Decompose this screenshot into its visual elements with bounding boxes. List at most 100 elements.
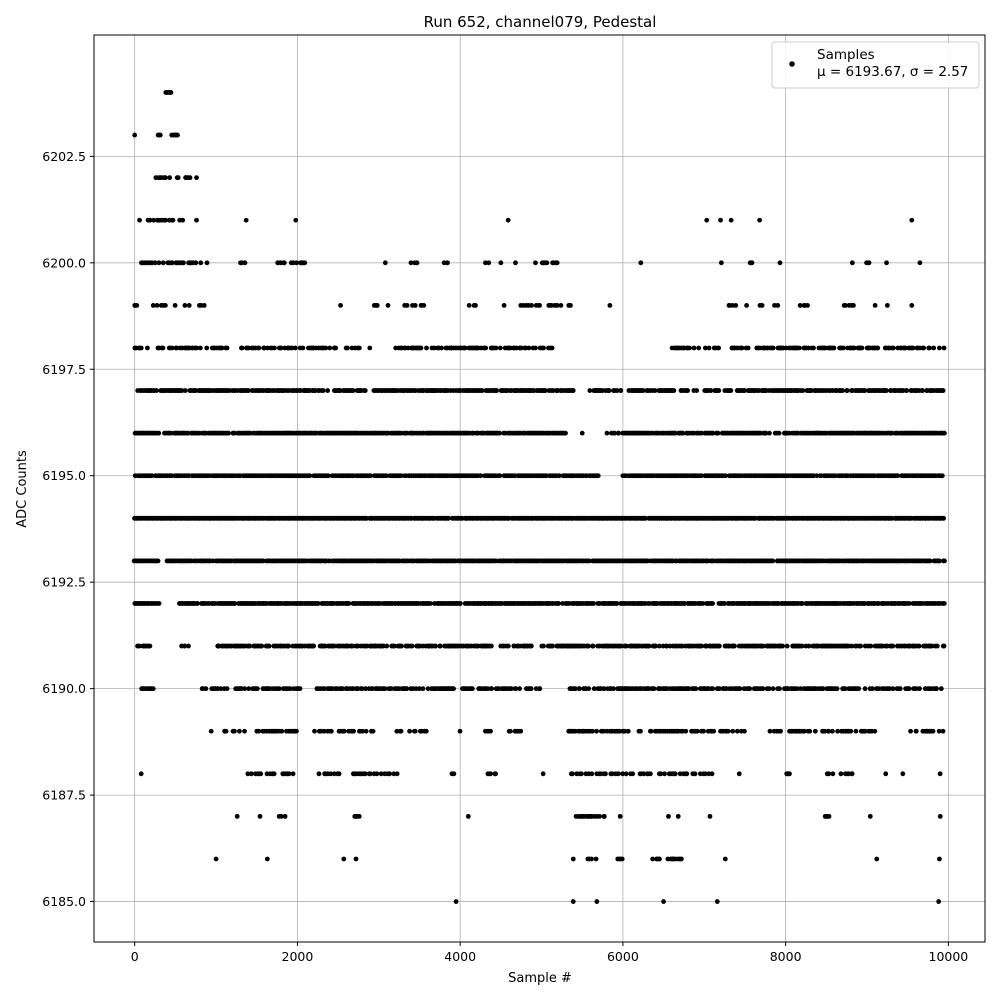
data-point: [513, 345, 519, 351]
data-point: [587, 388, 593, 393]
data-point: [550, 643, 556, 649]
data-point: [198, 260, 204, 266]
data-point: [939, 473, 945, 479]
data-point: [611, 686, 616, 692]
data-point: [938, 686, 944, 692]
data-point: [513, 260, 518, 266]
data-point: [297, 686, 303, 692]
data-point: [734, 728, 740, 734]
data-point: [389, 686, 394, 692]
data-point: [327, 345, 333, 351]
data-point: [807, 728, 813, 734]
data-point: [507, 728, 513, 734]
data-point: [156, 601, 162, 606]
data-point: [554, 260, 560, 266]
data-point: [349, 643, 355, 649]
data-point: [408, 260, 414, 266]
data-point: [243, 217, 249, 223]
data-point: [840, 345, 846, 351]
data-point: [927, 558, 933, 564]
data-point: [708, 388, 714, 393]
data-point: [889, 430, 895, 436]
data-point: [941, 601, 947, 606]
data-point: [208, 728, 214, 734]
data-point: [157, 132, 163, 138]
data-point: [175, 175, 181, 181]
data-point: [729, 302, 735, 308]
data-point: [533, 260, 538, 266]
data-point: [187, 175, 193, 181]
data-point: [572, 686, 578, 692]
data-point: [445, 260, 450, 266]
data-point: [570, 388, 576, 393]
data-point: [812, 728, 818, 734]
data-point: [168, 90, 174, 95]
data-point: [844, 388, 850, 393]
data-point: [256, 728, 262, 734]
data-point: [910, 345, 916, 351]
data-point: [890, 345, 896, 351]
data-point: [226, 430, 231, 436]
data-point: [446, 515, 451, 521]
data-point: [586, 686, 592, 692]
data-point: [618, 643, 624, 649]
data-point: [733, 302, 739, 308]
data-point: [640, 388, 646, 393]
data-point: [256, 345, 262, 351]
data-point: [778, 728, 783, 734]
data-point: [431, 345, 437, 351]
data-point: [363, 728, 369, 734]
data-point: [194, 217, 199, 223]
data-point: [556, 473, 562, 479]
data-points: [131, 90, 947, 904]
data-point: [327, 558, 332, 564]
data-point: [859, 345, 865, 351]
data-point: [181, 260, 186, 266]
data-point: [835, 728, 841, 734]
data-point: [266, 643, 272, 649]
data-point: [259, 643, 265, 649]
data-point: [766, 686, 772, 692]
data-point: [590, 643, 596, 649]
data-point: [485, 686, 491, 692]
data-point: [940, 388, 946, 393]
data-point: [281, 260, 287, 266]
data-point: [711, 728, 717, 734]
data-point: [699, 473, 704, 479]
data-point: [167, 175, 173, 181]
data-point: [902, 345, 908, 351]
data-point: [154, 388, 159, 393]
data-point: [917, 260, 923, 266]
data-point: [822, 345, 828, 351]
data-point: [614, 601, 620, 606]
data-point: [179, 388, 185, 393]
data-point: [537, 302, 542, 308]
data-point: [466, 302, 472, 308]
data-point: [204, 345, 210, 351]
data-point: [646, 643, 652, 649]
data-point: [760, 643, 766, 649]
data-point: [625, 728, 631, 734]
data-point: [849, 643, 854, 649]
data-point: [255, 686, 260, 692]
data-point: [872, 302, 878, 308]
data-point: [851, 345, 857, 351]
data-point: [363, 686, 369, 692]
data-point: [929, 643, 935, 649]
data-point: [554, 302, 560, 308]
data-point: [224, 345, 230, 351]
data-point: [749, 260, 755, 266]
data-point: [858, 643, 864, 649]
data-point: [407, 728, 412, 734]
data-point: [328, 728, 334, 734]
data-point: [302, 260, 308, 266]
data-point: [701, 728, 707, 734]
data-point: [784, 643, 790, 649]
data-point: [483, 345, 489, 351]
data-point: [359, 686, 365, 692]
data-point: [346, 601, 352, 606]
data-point: [759, 302, 765, 308]
data-point: [704, 217, 710, 223]
data-point: [760, 686, 766, 692]
